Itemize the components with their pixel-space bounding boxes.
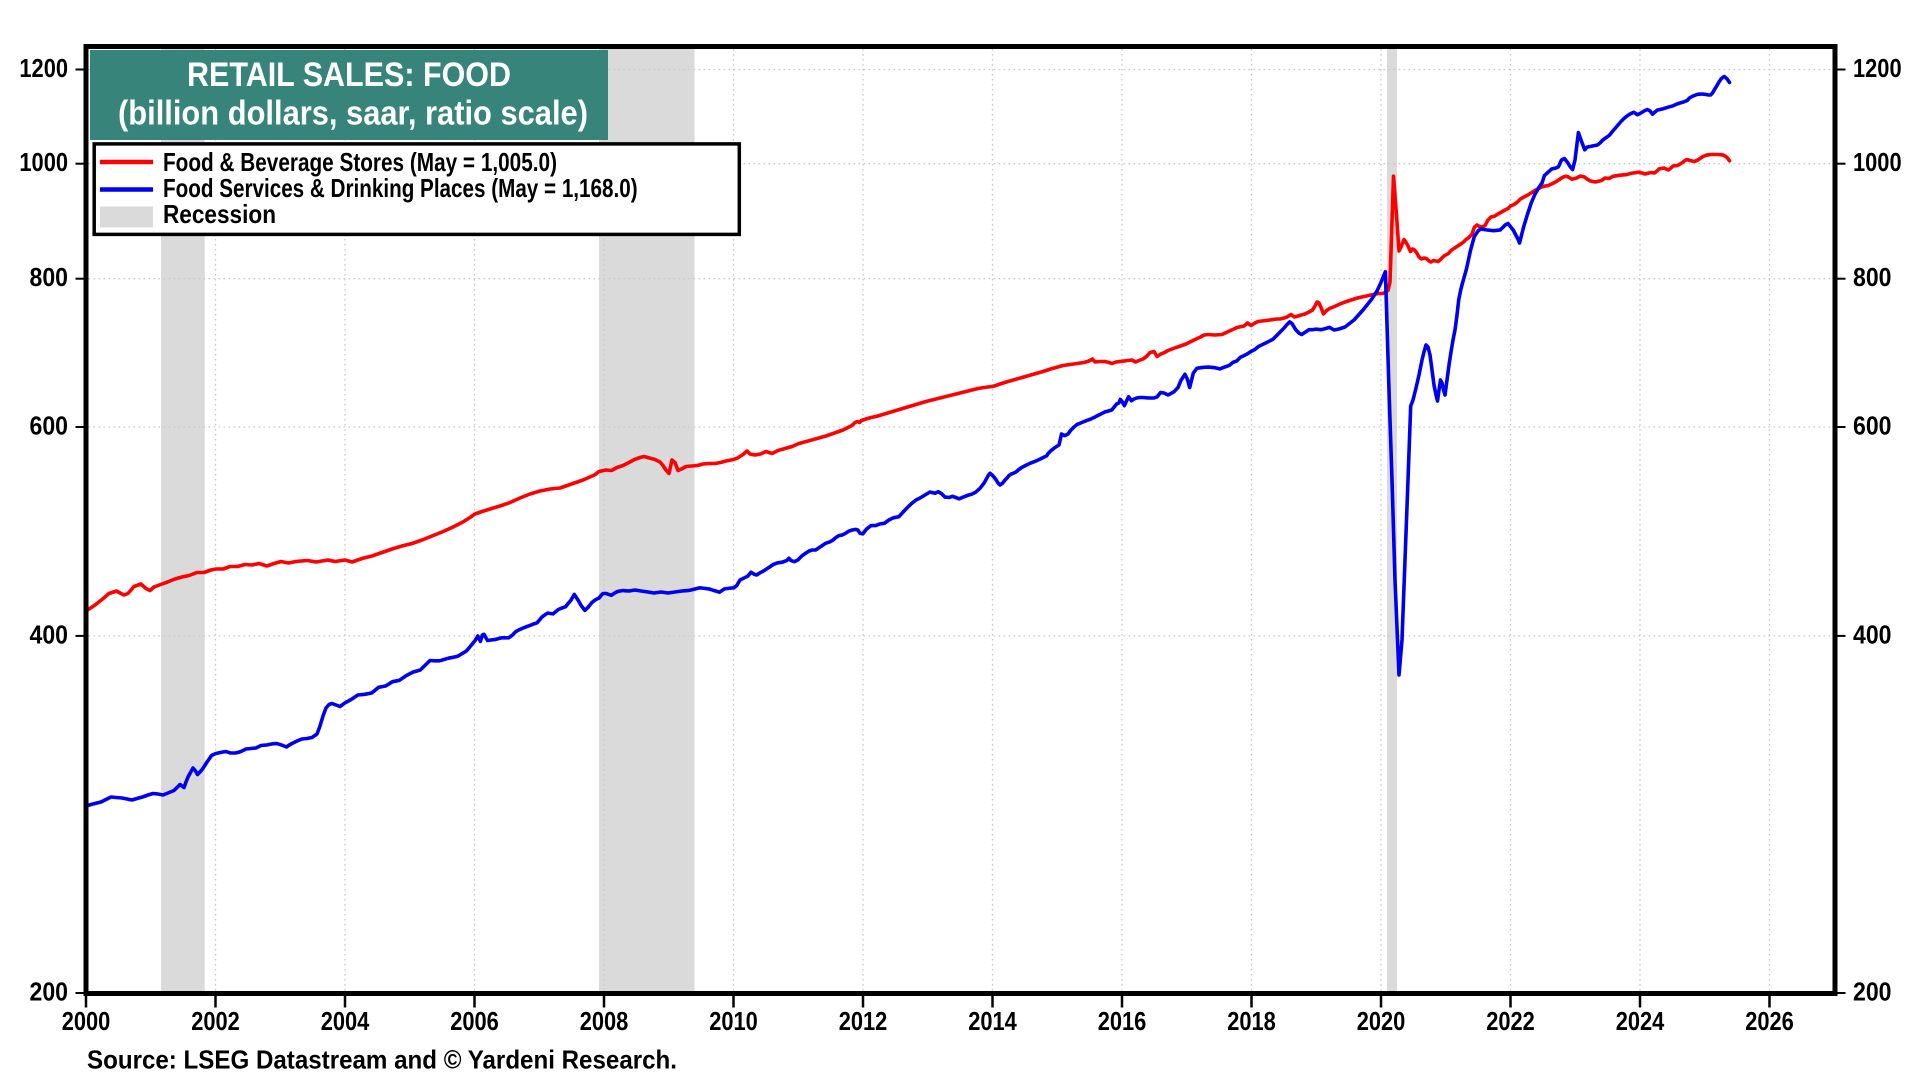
svg-text:2020: 2020 bbox=[1357, 1006, 1406, 1036]
svg-text:1000: 1000 bbox=[19, 147, 68, 177]
svg-text:2014: 2014 bbox=[968, 1006, 1017, 1036]
svg-text:2004: 2004 bbox=[321, 1006, 370, 1036]
svg-text:800: 800 bbox=[1853, 262, 1892, 292]
svg-text:200: 200 bbox=[1853, 977, 1892, 1007]
svg-text:2024: 2024 bbox=[1616, 1006, 1665, 1036]
svg-text:2022: 2022 bbox=[1486, 1006, 1535, 1036]
svg-text:2026: 2026 bbox=[1745, 1006, 1794, 1036]
svg-text:(billion dollars, saar, ratio: (billion dollars, saar, ratio scale) bbox=[118, 95, 588, 133]
svg-text:1000: 1000 bbox=[1853, 147, 1902, 177]
svg-text:RETAIL SALES: FOOD: RETAIL SALES: FOOD bbox=[187, 56, 511, 94]
svg-text:2006: 2006 bbox=[450, 1006, 499, 1036]
svg-text:600: 600 bbox=[30, 411, 69, 441]
svg-text:2018: 2018 bbox=[1227, 1006, 1276, 1036]
svg-text:Source: LSEG Datastream and ©: Source: LSEG Datastream and © Yardeni Re… bbox=[87, 1044, 677, 1074]
svg-text:2008: 2008 bbox=[580, 1006, 629, 1036]
svg-text:Food Services & Drinking Place: Food Services & Drinking Places (May = 1… bbox=[163, 173, 638, 203]
svg-text:2010: 2010 bbox=[709, 1006, 758, 1036]
svg-text:600: 600 bbox=[1853, 411, 1892, 441]
svg-text:400: 400 bbox=[1853, 619, 1892, 649]
svg-text:2000: 2000 bbox=[62, 1006, 111, 1036]
svg-text:Recession: Recession bbox=[163, 199, 276, 229]
svg-text:2002: 2002 bbox=[191, 1006, 240, 1036]
svg-text:400: 400 bbox=[30, 619, 69, 649]
svg-text:2012: 2012 bbox=[839, 1006, 888, 1036]
svg-text:200: 200 bbox=[30, 977, 69, 1007]
svg-text:2016: 2016 bbox=[1098, 1006, 1147, 1036]
svg-text:Food & Beverage Stores (May =: Food & Beverage Stores (May = 1,005.0) bbox=[163, 147, 557, 177]
svg-text:1200: 1200 bbox=[19, 53, 68, 83]
svg-text:1200: 1200 bbox=[1853, 53, 1902, 83]
svg-text:800: 800 bbox=[30, 262, 69, 292]
